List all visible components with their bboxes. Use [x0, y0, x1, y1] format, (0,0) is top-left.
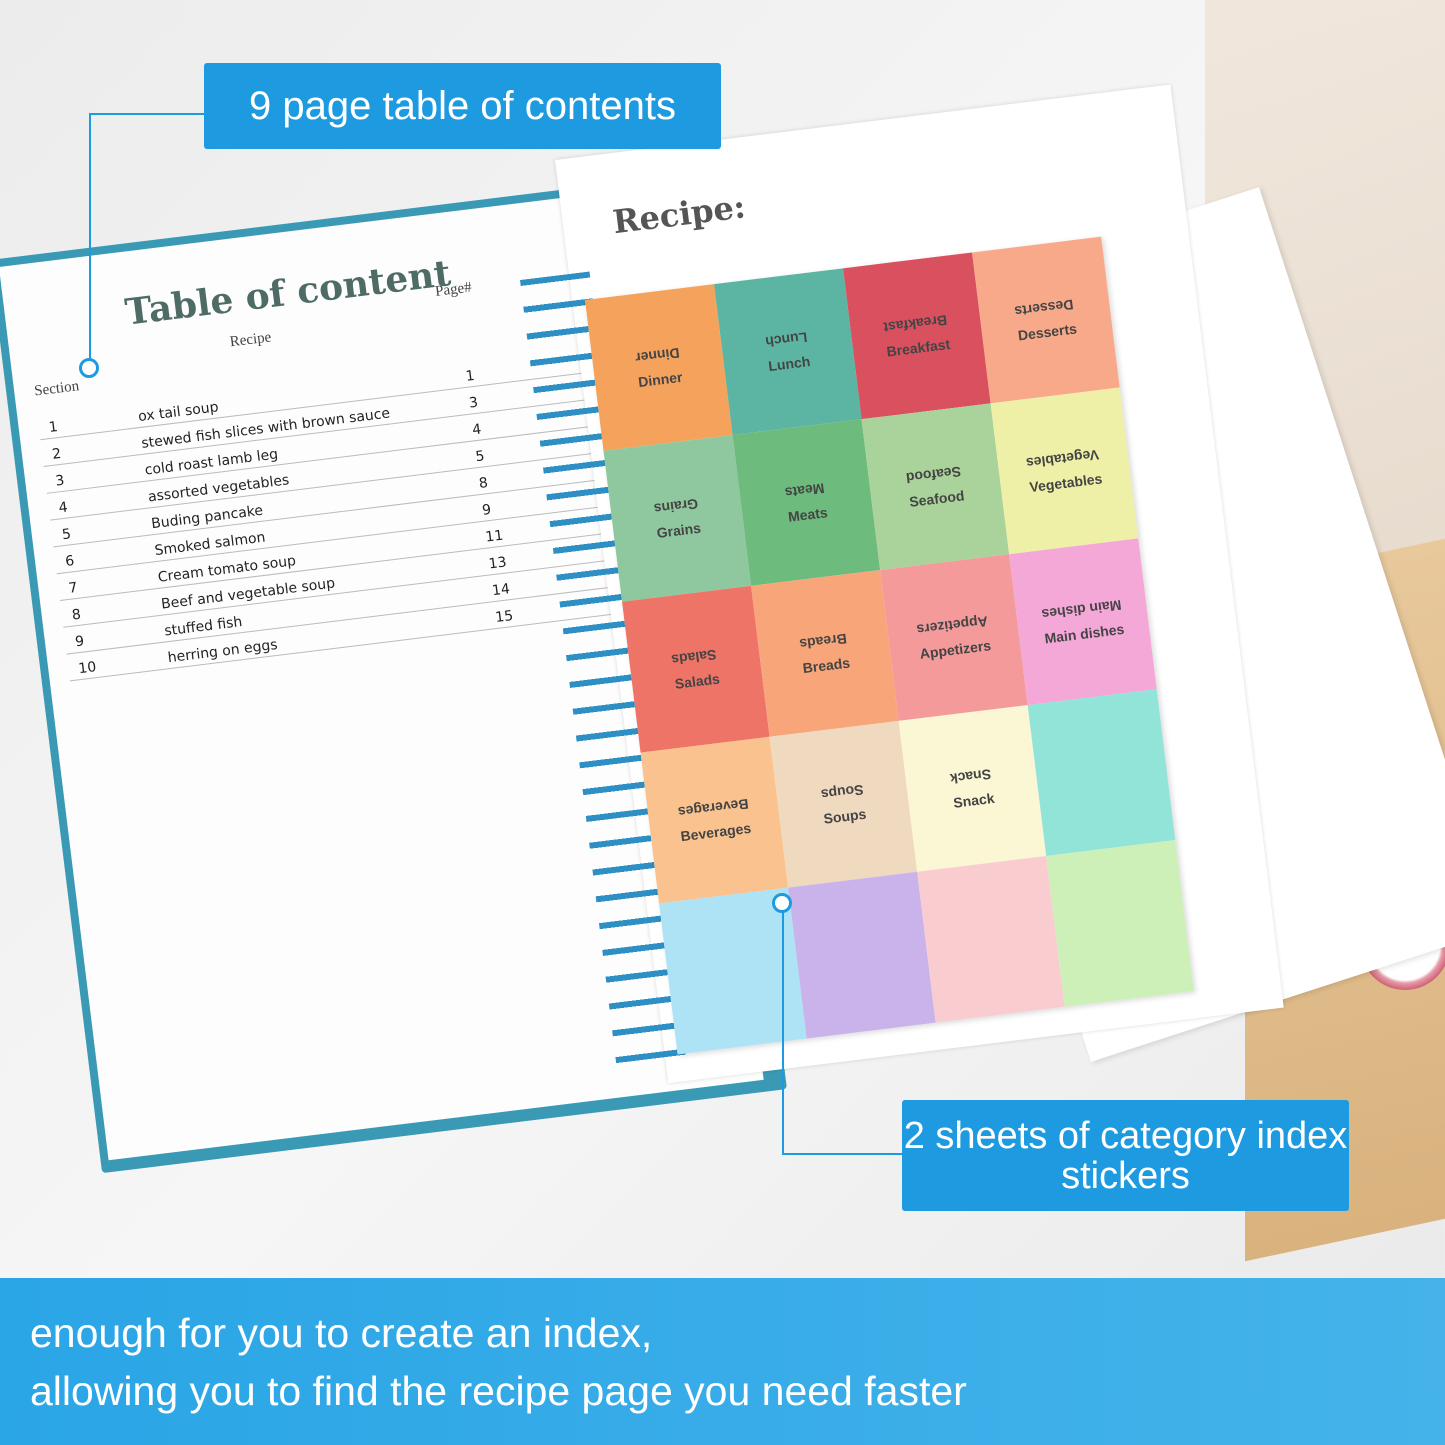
sticker-label: Snack: [952, 789, 996, 811]
section-number: 10: [77, 659, 98, 678]
page-number: 1: [464, 367, 476, 385]
sticker-label: Desserts: [1017, 320, 1078, 344]
recipe-header: Recipe: [228, 329, 273, 351]
banner-line-1: enough for you to create an index,: [30, 1310, 653, 1356]
category-sticker: Meats Meats: [732, 419, 881, 586]
callout-dot: [79, 358, 99, 378]
section-number: 7: [67, 579, 79, 597]
callout-line: [782, 905, 784, 1155]
category-sticker: [788, 871, 936, 1039]
section-number: 5: [61, 526, 72, 544]
sticker-label: Soups: [822, 805, 868, 827]
section-number: 1: [47, 419, 59, 437]
page-number: 13: [487, 554, 508, 573]
category-sticker: Lunch Lunch: [714, 268, 862, 436]
sticker-label: Main dishes: [1043, 620, 1126, 647]
section-number: 3: [54, 472, 66, 490]
sticker-label: Breads: [801, 654, 851, 677]
category-sticker: Dinner Dinner: [585, 284, 733, 451]
page-number: 4: [471, 421, 483, 439]
sticker-label-flipped: Beverages: [676, 795, 750, 821]
sticker-label-flipped: Grains: [652, 495, 699, 518]
category-sticker: Grains Grains: [603, 435, 752, 602]
category-sticker: Breakfast Breakfast: [843, 252, 991, 420]
sticker-label-flipped: Desserts: [1014, 296, 1075, 320]
category-sticker: Appetizers Appetizers: [880, 554, 1028, 721]
category-sticker: [1027, 689, 1176, 856]
sticker-label: Meats: [787, 504, 829, 525]
sticker-label: Breakfast: [885, 335, 951, 360]
section-number: 9: [74, 633, 86, 651]
callout-dot: [772, 893, 792, 913]
sticker-label-flipped: Dinner: [634, 344, 681, 367]
category-sticker: Beverages Beverages: [640, 736, 789, 904]
callout-line: [782, 1153, 904, 1155]
category-sticker: Desserts Desserts: [972, 236, 1120, 404]
page-number: 9: [481, 501, 493, 519]
banner-line-2: allowing you to find the recipe page you…: [30, 1368, 967, 1414]
sticker-label: Beverages: [679, 819, 752, 845]
category-sticker: Vegetables Vegetables: [990, 387, 1139, 555]
category-sticker: Salads Salads: [622, 585, 770, 753]
callout-line: [89, 113, 205, 115]
section-number: 2: [51, 445, 63, 463]
sticker-label: Grains: [655, 519, 702, 541]
sticker-label-flipped: Soups: [819, 781, 865, 803]
toc-title: Table of content: [122, 252, 454, 334]
category-sticker: Main dishes Main dishes: [1009, 538, 1157, 706]
stickers-callout: 2 sheets of category index stickers: [902, 1100, 1349, 1211]
sticker-label: Salads: [673, 670, 721, 692]
sticker-label-flipped: Seafood: [905, 463, 963, 487]
page-number: 11: [484, 527, 505, 546]
section-header: Section: [33, 378, 81, 400]
sticker-label-flipped: Vegetables: [1025, 446, 1101, 472]
sticker-sheet-1: Dinner Dinner Lunch Lunch Breakfast Breakfast…: [585, 236, 1194, 1055]
page-number: 15: [494, 607, 515, 627]
sticker-label-flipped: Breads: [798, 630, 848, 653]
sticker-label: Appetizers: [918, 637, 992, 662]
sticker-label-flipped: Meats: [784, 480, 826, 501]
section-number: 6: [64, 553, 76, 571]
section-number: 8: [70, 606, 82, 624]
category-sticker: Breads Breads: [751, 570, 899, 737]
category-sticker: [917, 855, 1065, 1023]
sticker-label: Vegetables: [1028, 470, 1104, 496]
page-number: 5: [474, 448, 486, 466]
category-sticker: Soups Soups: [769, 720, 918, 888]
page-number: 14: [491, 581, 511, 600]
category-sticker: Snack Snack: [898, 705, 1047, 872]
sticker-label-flipped: Lunch: [764, 329, 809, 351]
recipe-name: herring on eggs: [166, 636, 279, 667]
sticker-label: Dinner: [637, 368, 684, 391]
bottom-banner: enough for you to create an index, allow…: [0, 1278, 1445, 1445]
sticker-label-flipped: Main dishes: [1040, 596, 1123, 623]
sticker-label: Lunch: [767, 353, 812, 375]
recipe-title: Recipe:: [610, 187, 748, 242]
sticker-label-flipped: Salads: [670, 646, 718, 669]
category-sticker: Seafood Seafood: [861, 403, 1010, 571]
toc-callout: 9 page table of contents: [204, 63, 721, 149]
page-header: Page#: [434, 279, 473, 300]
category-sticker: [1046, 840, 1194, 1007]
sticker-label-flipped: Appetizers: [915, 613, 989, 638]
sticker-label-flipped: Breakfast: [882, 312, 949, 336]
section-number: 4: [57, 499, 69, 517]
callout-line: [89, 113, 91, 363]
page-number: 3: [468, 394, 479, 412]
page-number: 8: [477, 475, 489, 493]
sticker-label-flipped: Snack: [949, 766, 993, 787]
sticker-label: Seafood: [908, 487, 966, 510]
